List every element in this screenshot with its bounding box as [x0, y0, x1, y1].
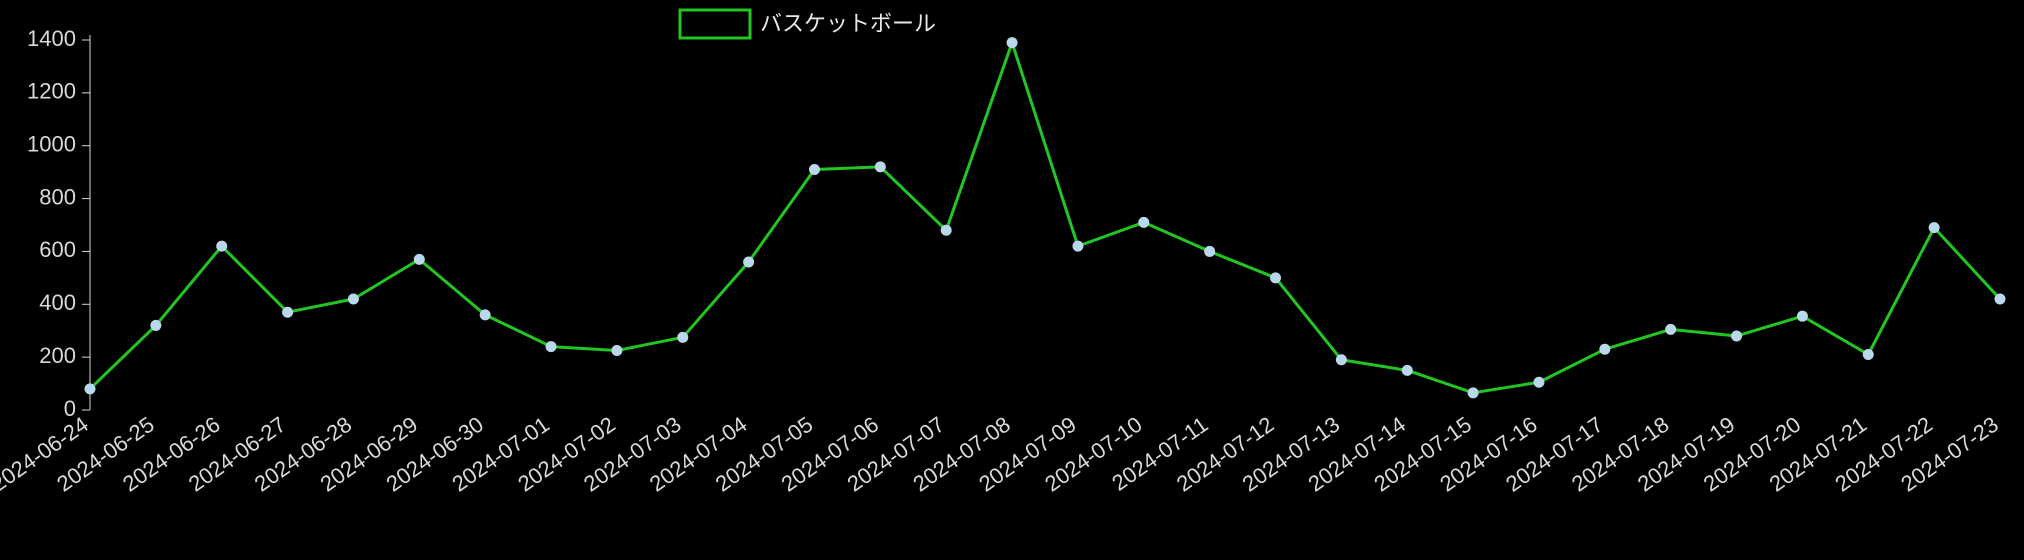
- data-point: [1271, 273, 1281, 283]
- data-point: [1139, 217, 1149, 227]
- data-point: [1863, 350, 1873, 360]
- legend-swatch: [680, 10, 750, 38]
- y-tick-label: 400: [39, 290, 76, 315]
- data-point: [1402, 365, 1412, 375]
- data-point: [1007, 38, 1017, 48]
- data-point: [744, 257, 754, 267]
- data-point: [151, 320, 161, 330]
- line-chart: 02004006008001000120014002024-06-242024-…: [0, 0, 2024, 560]
- data-point: [546, 342, 556, 352]
- data-point: [348, 294, 358, 304]
- data-point: [1666, 324, 1676, 334]
- data-point: [678, 332, 688, 342]
- data-point: [1534, 377, 1544, 387]
- data-point: [941, 225, 951, 235]
- legend: バスケットボール: [680, 10, 936, 38]
- data-point: [414, 254, 424, 264]
- data-point: [1336, 355, 1346, 365]
- data-point: [1995, 294, 2005, 304]
- data-point: [612, 346, 622, 356]
- y-tick-label: 1200: [27, 79, 76, 104]
- data-point: [875, 162, 885, 172]
- y-tick-label: 200: [39, 343, 76, 368]
- data-point: [480, 310, 490, 320]
- data-point: [1732, 331, 1742, 341]
- chart-svg: 02004006008001000120014002024-06-242024-…: [0, 0, 2024, 560]
- y-tick-label: 1000: [27, 132, 76, 157]
- data-point: [85, 384, 95, 394]
- data-point: [1073, 241, 1083, 251]
- data-point: [283, 307, 293, 317]
- data-point: [1468, 388, 1478, 398]
- data-point: [1600, 344, 1610, 354]
- data-point: [217, 241, 227, 251]
- data-point: [1205, 246, 1215, 256]
- legend-label: バスケットボール: [760, 11, 936, 36]
- data-point: [1797, 311, 1807, 321]
- y-tick-label: 1400: [27, 26, 76, 51]
- y-tick-label: 600: [39, 237, 76, 262]
- data-point: [809, 165, 819, 175]
- y-tick-label: 800: [39, 184, 76, 209]
- series-line: [90, 43, 2000, 393]
- data-point: [1929, 223, 1939, 233]
